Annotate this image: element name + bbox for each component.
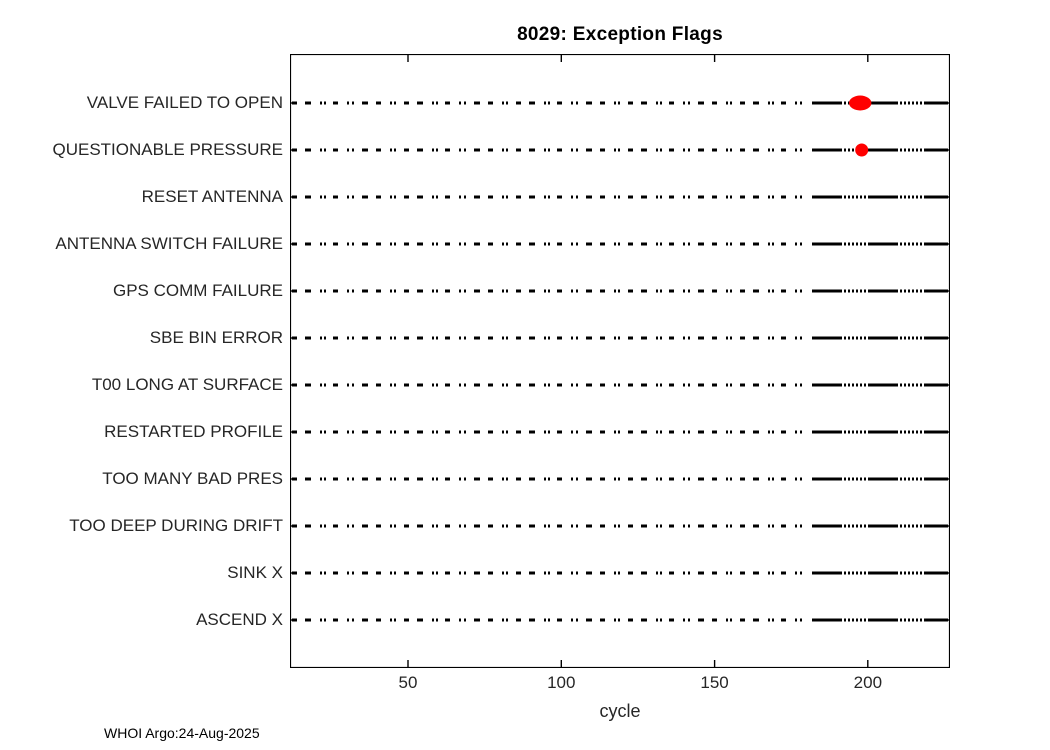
x-axis-tick-label: 100 bbox=[547, 673, 576, 692]
y-axis-label: T00 LONG AT SURFACE bbox=[91, 375, 283, 394]
y-axis-label: SBE BIN ERROR bbox=[149, 328, 283, 347]
plot-area bbox=[290, 54, 950, 668]
y-axis-label: GPS COMM FAILURE bbox=[112, 281, 283, 300]
y-axis-label: ANTENNA SWITCH FAILURE bbox=[55, 234, 283, 253]
x-axis-tick-label: 150 bbox=[700, 673, 729, 692]
y-axis-label: VALVE FAILED TO OPEN bbox=[86, 93, 283, 112]
plot-box bbox=[290, 54, 950, 668]
x-axis-tick-label: 50 bbox=[398, 673, 418, 692]
chart-title: 8029: Exception Flags bbox=[517, 24, 723, 45]
y-axis-label: TOO DEEP DURING DRIFT bbox=[69, 516, 283, 535]
exception-event-marker bbox=[849, 95, 872, 111]
x-axis-label: cycle bbox=[599, 701, 641, 721]
y-axis-label: ASCEND X bbox=[196, 610, 283, 629]
x-axis-tick-label: 200 bbox=[853, 673, 883, 692]
exception-event-marker bbox=[855, 143, 869, 157]
y-axis-label: RESET ANTENNA bbox=[141, 187, 283, 206]
y-axis-label: SINK X bbox=[227, 563, 283, 582]
footer-watermark: WHOI Argo:24-Aug-2025 bbox=[104, 725, 260, 741]
y-axis-label: TOO MANY BAD PRES bbox=[102, 469, 283, 488]
y-axis-label: RESTARTED PROFILE bbox=[104, 422, 283, 441]
y-axis-label: QUESTIONABLE PRESSURE bbox=[52, 140, 283, 159]
